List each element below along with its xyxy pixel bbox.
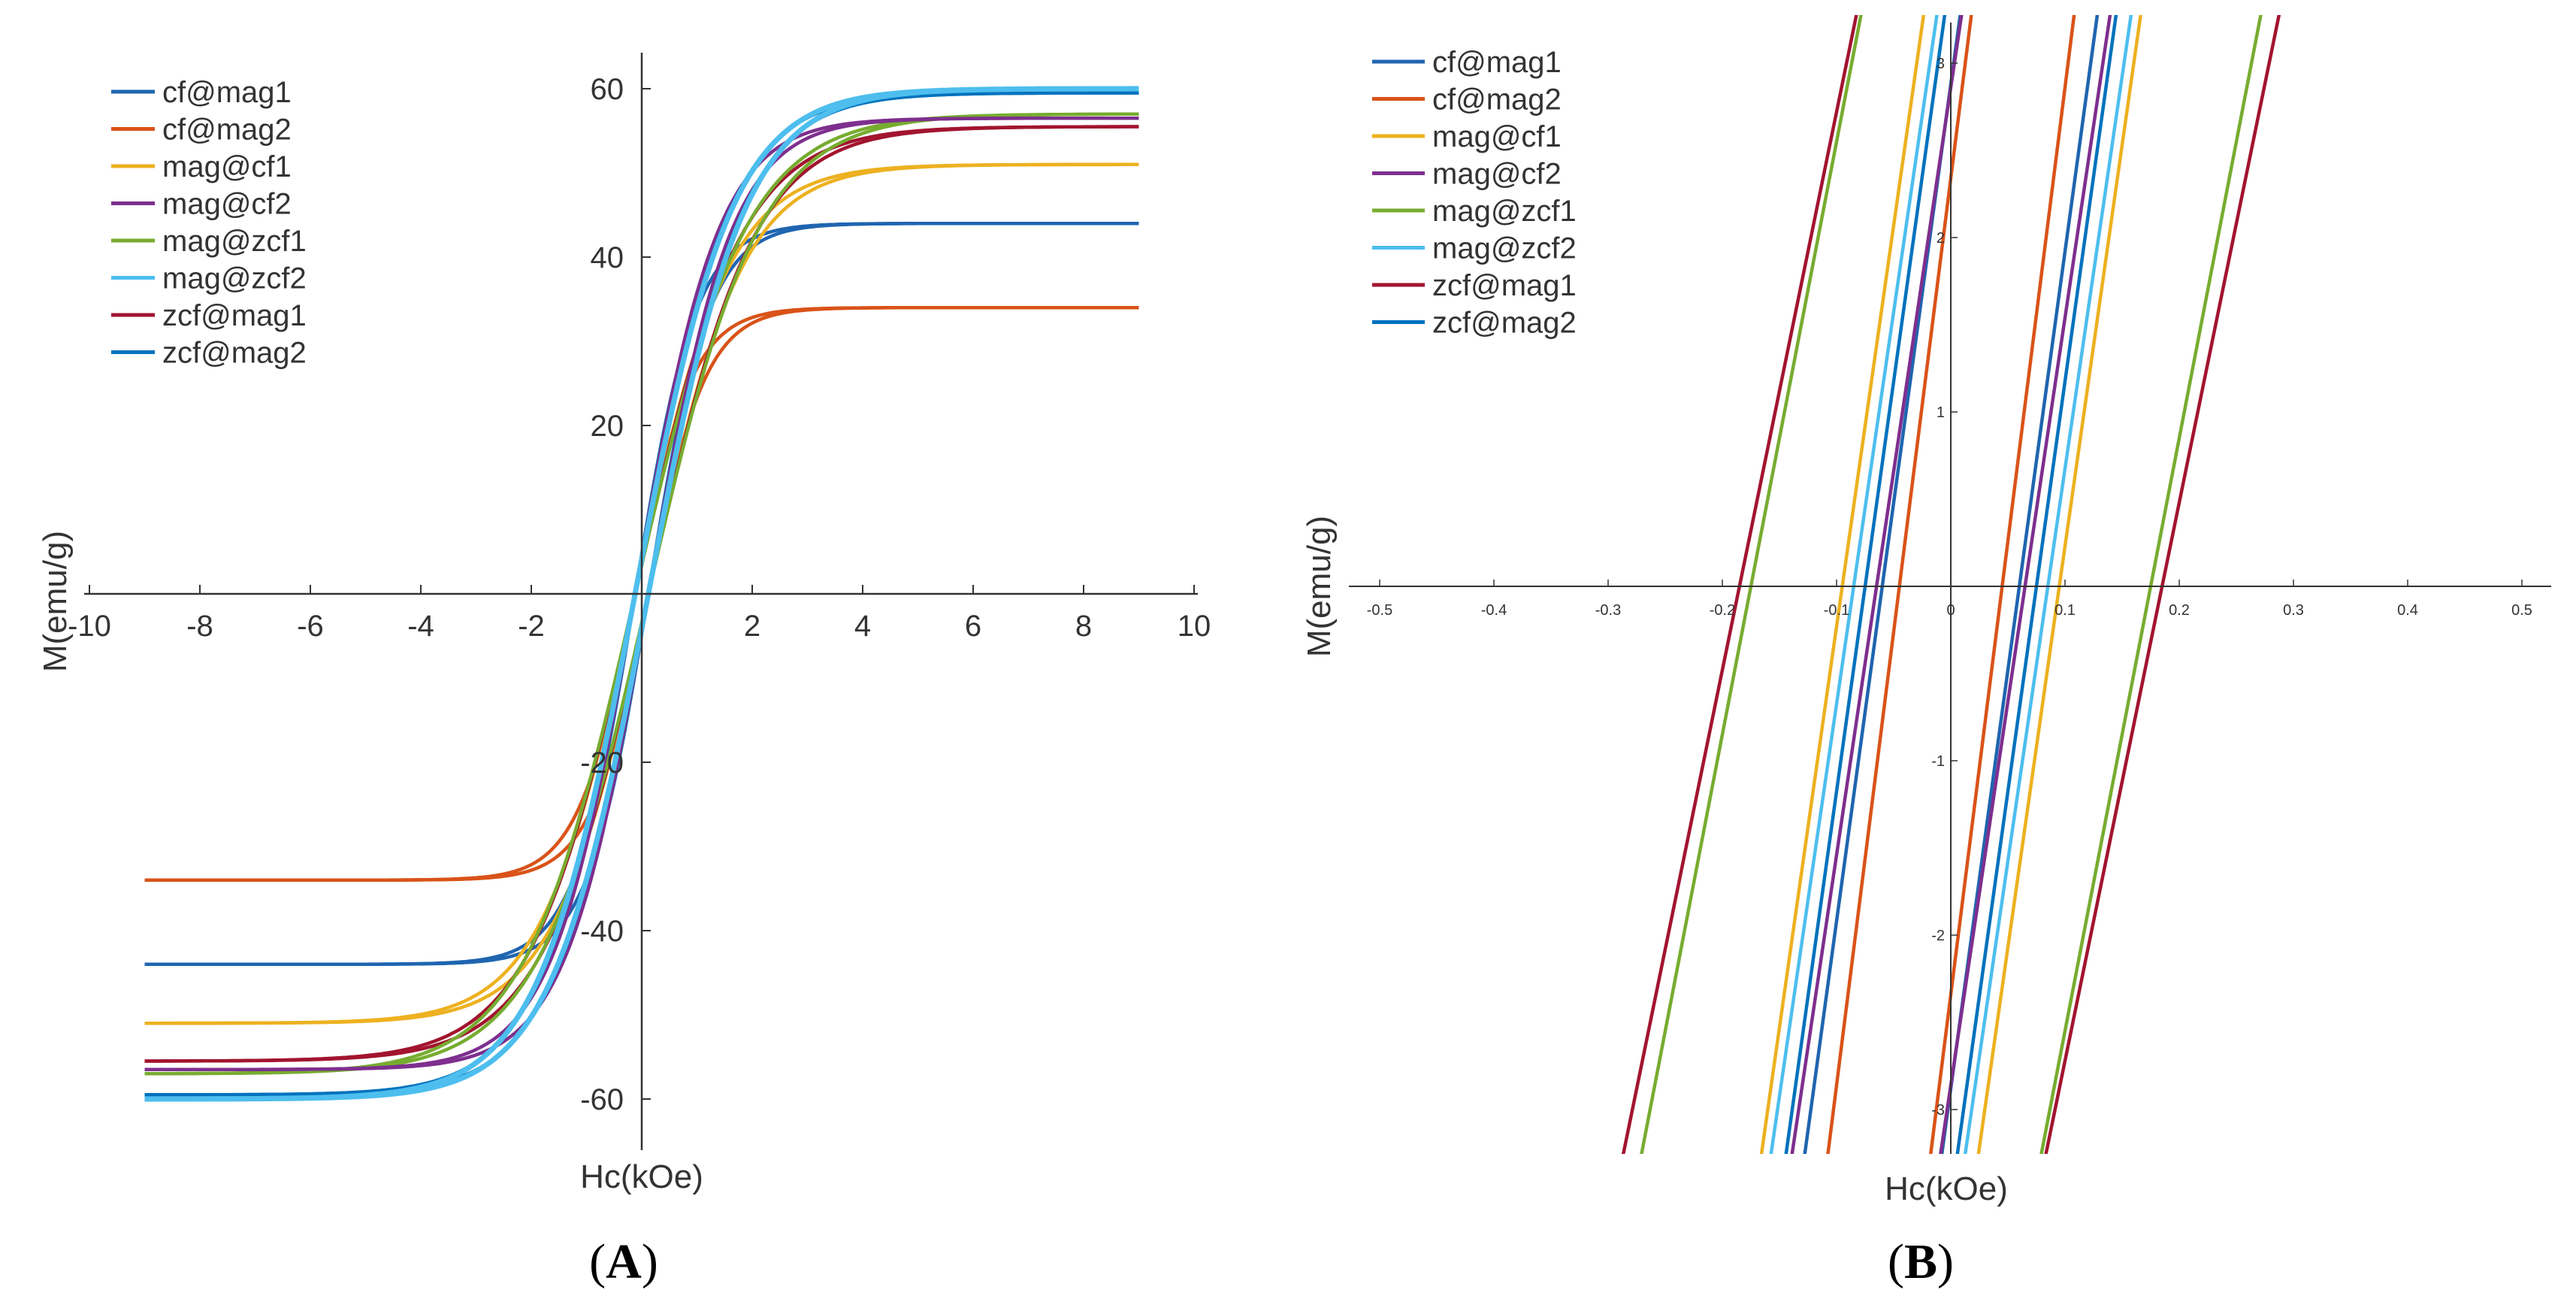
panel-b-x-tick-label: -0.2 <box>1710 602 1735 619</box>
panel-a-legend-label-zcf-at-mag1: zcf@mag1 <box>162 299 307 332</box>
panel-a-x-tick-label: 6 <box>965 610 981 643</box>
panel-b-x-tick-label: 0.5 <box>2511 602 2532 619</box>
panel-b-x-tick-label: 0.1 <box>2054 602 2076 619</box>
panel-a-y-tick-label: 40 <box>591 241 624 274</box>
panel-a-x-tick-label: -8 <box>186 610 213 643</box>
panel-a-x-tick-label: 2 <box>744 610 760 643</box>
panel-b-legend-label-cf-at-mag1: cf@mag1 <box>1432 46 1562 79</box>
panel-a-legend-label-mag-at-zcf2: mag@zcf2 <box>162 262 307 295</box>
panel-a-x-tick-label: -4 <box>407 610 434 643</box>
panel-b-legend-label-zcf-at-mag1: zcf@mag1 <box>1432 269 1577 302</box>
panel-b-y-tick-label: 2 <box>1937 230 1945 247</box>
panel-a-x-ticks: -10 -8 -6 -4 -2 2 4 6 8 10 <box>68 585 1211 643</box>
panel-b-label-letter: B <box>1904 1234 1937 1289</box>
panel-b-legend-label-mag-at-cf1: mag@cf1 <box>1432 120 1562 153</box>
panel-a-legend-label-mag-at-zcf1: mag@zcf1 <box>162 225 307 258</box>
panel-b-x-tick-label: 0.4 <box>2397 602 2418 619</box>
panel-a-label-letter: A <box>606 1234 642 1289</box>
panel-a-y-tick-label: 60 <box>591 73 624 106</box>
panel-a-legend-label-cf-at-mag1: cf@mag1 <box>162 76 292 109</box>
panel-b-legend-label-cf-at-mag2: cf@mag2 <box>1432 83 1562 117</box>
panel-a-legend-label-mag-at-cf1: mag@cf1 <box>162 150 292 183</box>
panel-b-label-open: ( <box>1888 1234 1904 1289</box>
panel-a-y-axis-label: M(emu/g) <box>37 531 74 672</box>
panel-b-x-tick-label: 0 <box>1946 602 1955 619</box>
panel-a-x-tick-label: -10 <box>68 610 111 643</box>
panel-b-x-axis-label: Hc(kOe) <box>1885 1170 2008 1207</box>
panel-b-x-tick-label: 0.2 <box>2169 602 2190 619</box>
panel-a-y-tick-label: -40 <box>580 915 624 948</box>
panel-a-label-open: ( <box>589 1234 606 1289</box>
panel-a-chart: -10 -8 -6 -4 -2 2 4 6 8 10 60 40 20 -20 -40 -60 cf@mag… <box>37 53 1211 1195</box>
panel-b-x-tick-label: -0.5 <box>1367 602 1392 619</box>
panel-a-x-tick-label: -2 <box>518 610 545 643</box>
panel-b-legend-label-zcf-at-mag2: zcf@mag2 <box>1432 307 1577 340</box>
panel-b-x-tick-label: -0.4 <box>1481 602 1507 619</box>
panel-a-label-close: ) <box>642 1234 658 1289</box>
panel-b-legend-label-mag-at-zcf1: mag@zcf1 <box>1432 195 1577 228</box>
panel-b-label-close: ) <box>1937 1234 1954 1289</box>
panel-a-x-tick-label: -6 <box>297 610 324 643</box>
panel-a-y-tick-label: -20 <box>580 746 624 780</box>
panel-b-legend-label-mag-at-cf2: mag@cf2 <box>1432 158 1562 191</box>
panel-b-x-tick-label: -0.1 <box>1824 602 1849 619</box>
panel-a-y-ticks: 60 40 20 -20 -40 -60 <box>580 73 651 1116</box>
panel-a-x-tick-label: 8 <box>1075 610 1092 643</box>
panel-b-x-tick-label: -0.3 <box>1595 602 1621 619</box>
panel-b-y-axis-label: M(emu/g) <box>1301 516 1338 657</box>
panel-a-y-tick-label: 20 <box>591 410 624 443</box>
panel-a-x-tick-label: 10 <box>1178 610 1211 643</box>
panel-b-y-tick-label: -2 <box>1931 928 1945 944</box>
panel-b-y-tick-label: 1 <box>1937 404 1945 421</box>
panel-a-label: (A) <box>589 1234 658 1289</box>
panel-b-x-ticks: -0.5 -0.4 -0.3 -0.2 -0.1 0 0.1 0.2 0.3 0.4 0.5 <box>1367 580 2532 619</box>
panel-b-y-ticks: 3 2 1 -1 -2 -3 <box>1931 56 1958 1119</box>
panel-a-x-tick-label: 4 <box>854 610 871 643</box>
panel-b-label: (B) <box>1888 1234 1954 1289</box>
panel-a-y-tick-label: -60 <box>580 1083 624 1116</box>
panel-b-y-tick-label: -1 <box>1931 753 1945 770</box>
panel-a-legend-label-cf-at-mag2: cf@mag2 <box>162 114 292 147</box>
panel-b-y-tick-label: -3 <box>1931 1102 1945 1119</box>
panel-a-legend-label-mag-at-cf2: mag@cf2 <box>162 188 292 221</box>
panel-b-legend-label-mag-at-zcf2: mag@zcf2 <box>1432 232 1577 265</box>
panel-b-chart: -0.5 -0.4 -0.3 -0.2 -0.1 0 0.1 0.2 0.3 0.4 0.5 3 2 1… <box>1301 15 2551 1207</box>
panel-a-legend-label-zcf-at-mag2: zcf@mag2 <box>162 337 307 370</box>
panel-b-y-tick-label: 3 <box>1937 56 1945 72</box>
panel-a-x-axis-label: Hc(kOe) <box>580 1158 703 1195</box>
panel-b-x-tick-label: 0.3 <box>2283 602 2304 619</box>
